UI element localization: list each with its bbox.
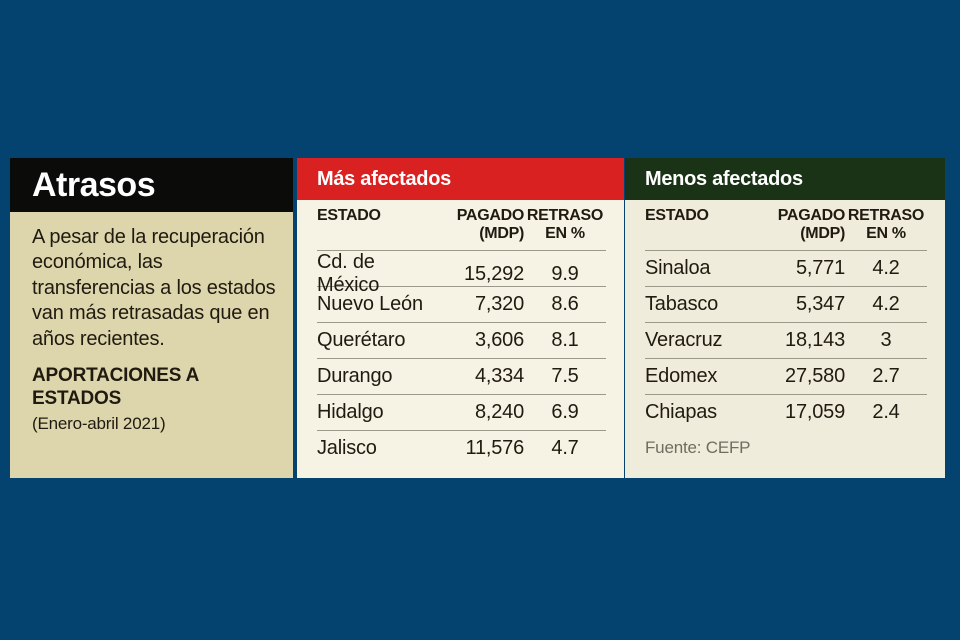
estado-cell: Durango <box>317 365 393 387</box>
table-row: Tabasco 5,347 4.2 <box>645 286 927 322</box>
infobox-period: (Enero-abril 2021) <box>32 414 166 434</box>
estado-cell: Jalisco <box>317 437 377 459</box>
retraso-cell: 3 <box>880 329 892 351</box>
infobox-description: A pesar de la recuperación económica, la… <box>32 226 276 350</box>
estado-cell: Veracruz <box>645 329 723 351</box>
table-row: Chiapas 17,059 2.4 <box>645 394 927 430</box>
retraso-cell: 6.9 <box>551 401 579 423</box>
pagado-cell: 3,606 <box>474 329 524 351</box>
pagado-cell: 15,292 <box>464 262 524 285</box>
retraso-cell: 2.4 <box>872 401 900 423</box>
estado-cell: Cd. de México <box>317 251 380 296</box>
pagado-cell: 8,240 <box>474 401 524 423</box>
pagado-cell: 27,580 <box>785 365 845 387</box>
column-header-retraso: RETRASO EN % <box>847 207 925 242</box>
table-row: Nuevo León 7,320 8.6 <box>317 286 606 322</box>
estado-cell: Sinaloa <box>645 257 711 279</box>
table-row: Querétaro 3,606 8.1 <box>317 322 606 358</box>
least-affected-header-band: Menos afectados <box>625 158 945 200</box>
most-affected-title: Más afectados <box>317 167 451 190</box>
retraso-cell: 4.2 <box>872 293 900 315</box>
infobox-subtitle: APORTACIONES A ESTADOS <box>32 364 199 410</box>
column-header-row: ESTADO PAGADO (MDP) RETRASO EN % <box>645 200 927 250</box>
pagado-cell: 17,059 <box>785 401 845 423</box>
table-row: Hidalgo 8,240 6.9 <box>317 394 606 430</box>
column-header-retraso: RETRASO EN % <box>526 207 604 242</box>
estado-cell: Tabasco <box>645 293 719 315</box>
least-affected-title: Menos afectados <box>645 167 803 190</box>
retraso-cell: 9.9 <box>551 262 579 285</box>
estado-cell: Querétaro <box>317 329 406 351</box>
pagado-cell: 11,576 <box>465 437 525 459</box>
estado-cell: Hidalgo <box>317 401 384 423</box>
pagado-cell: 4,334 <box>474 365 524 387</box>
column-header-row: ESTADO PAGADO (MDP) RETRASO EN % <box>317 200 606 250</box>
least-affected-table: ESTADO PAGADO (MDP) RETRASO EN % Sinaloa… <box>625 200 945 466</box>
pagado-cell: 7,320 <box>474 293 524 315</box>
column-header-pagado: PAGADO (MDP) <box>456 207 525 242</box>
retraso-cell: 7.5 <box>551 365 579 387</box>
column-header-estado: ESTADO <box>317 207 381 224</box>
table-row: Jalisco 11,576 4.7 <box>317 430 606 466</box>
table-row: Edomex 27,580 2.7 <box>645 358 927 394</box>
retraso-cell: 4.7 <box>551 437 579 459</box>
infobox-panel: Atrasos A pesar de la recuperación econó… <box>10 158 293 478</box>
least-affected-panel: Menos afectados ESTADO PAGADO (MDP) RETR… <box>625 158 945 478</box>
retraso-cell: 8.1 <box>551 329 579 351</box>
infobox-title: Atrasos <box>32 165 156 204</box>
retraso-cell: 2.7 <box>872 365 900 387</box>
most-affected-panel: Más afectados ESTADO PAGADO (MDP) RETRAS… <box>297 158 624 478</box>
table-row: Cd. de México 15,292 9.9 <box>317 250 606 296</box>
table-row: Durango 4,334 7.5 <box>317 358 606 394</box>
pagado-cell: 5,771 <box>795 257 845 279</box>
estado-cell: Nuevo León <box>317 293 423 315</box>
retraso-cell: 8.6 <box>551 293 579 315</box>
estado-cell: Chiapas <box>645 401 717 423</box>
retraso-cell: 4.2 <box>872 257 900 279</box>
most-affected-header-band: Más afectados <box>297 158 624 200</box>
infobox-header: Atrasos <box>10 158 293 212</box>
pagado-cell: 18,143 <box>785 329 845 351</box>
infobox-body: A pesar de la recuperación económica, la… <box>10 212 293 434</box>
estado-cell: Edomex <box>645 365 718 387</box>
table-row: Sinaloa 5,771 4.2 <box>645 250 927 286</box>
column-header-estado: ESTADO <box>645 207 709 224</box>
source-attribution: Fuente: CEFP <box>645 438 751 457</box>
pagado-cell: 5,347 <box>795 293 845 315</box>
column-header-pagado: PAGADO (MDP) <box>777 207 846 242</box>
table-row: Veracruz 18,143 3 <box>645 322 927 358</box>
most-affected-table: ESTADO PAGADO (MDP) RETRASO EN % Cd. de … <box>297 200 624 466</box>
